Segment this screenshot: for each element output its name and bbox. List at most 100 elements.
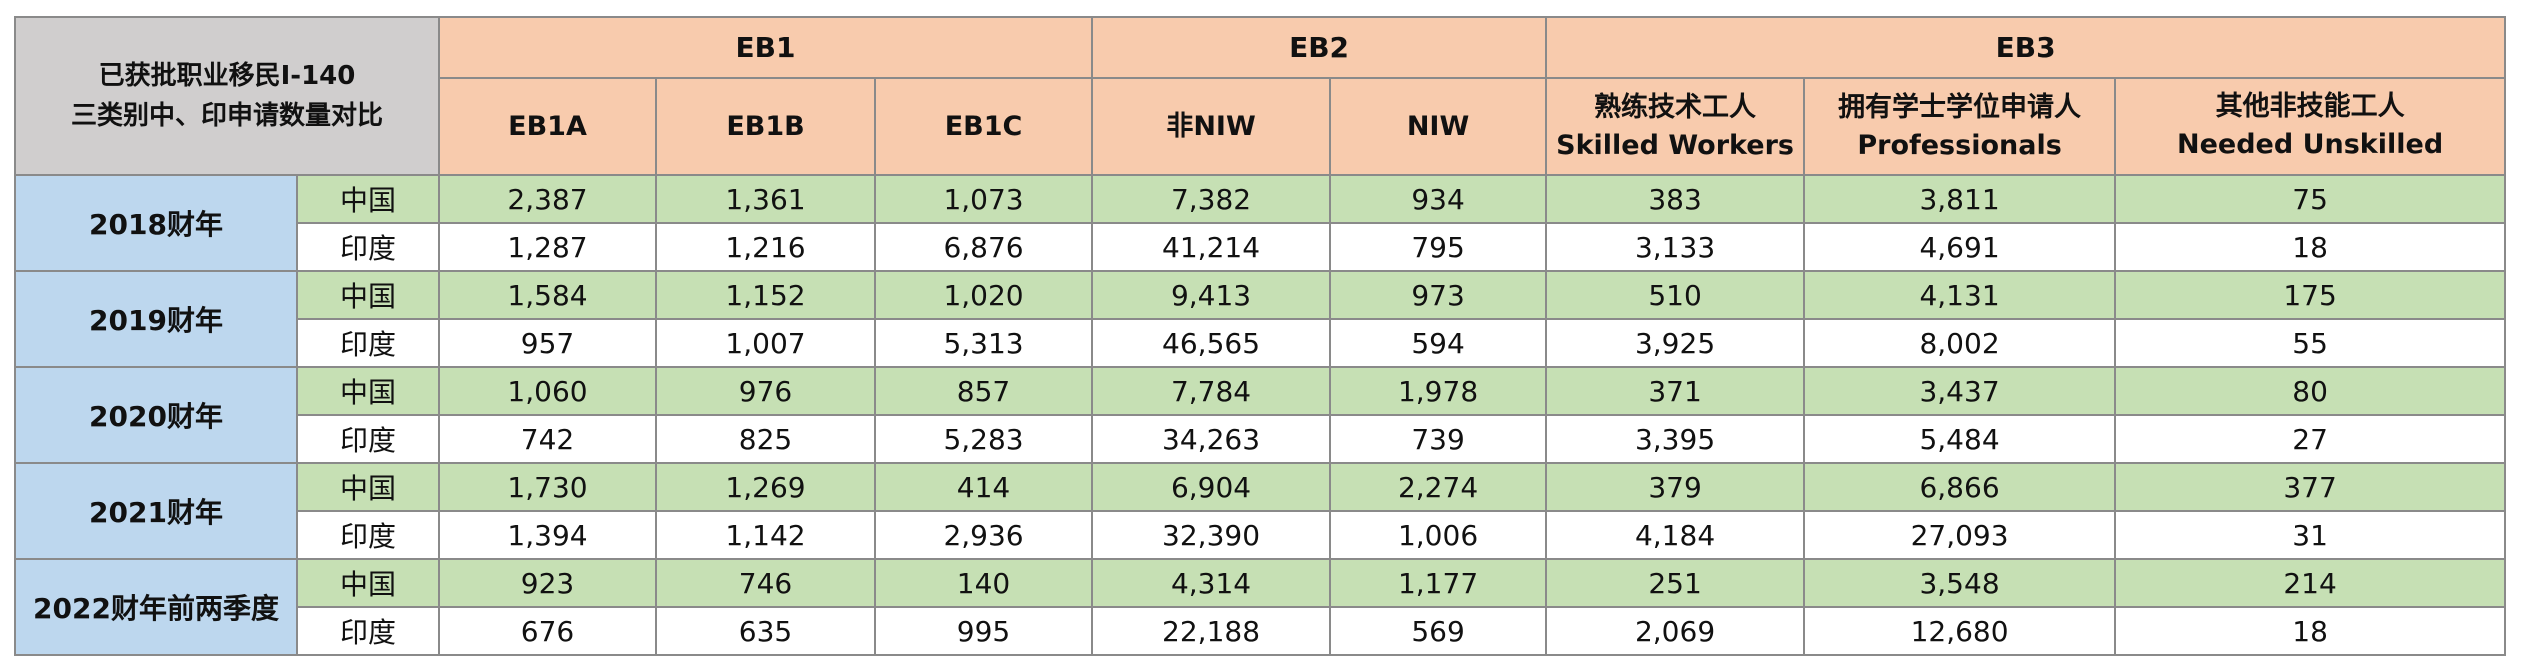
year-label: 2022财年前两季度: [14, 558, 298, 656]
value-cell: 27: [2114, 414, 2507, 464]
value-cell: 5,283: [874, 414, 1094, 464]
year-label: 2020财年: [14, 366, 298, 464]
value-cell: 510: [1545, 270, 1806, 320]
value-cell: 2,069: [1545, 606, 1806, 656]
value-cell: 569: [1329, 606, 1548, 656]
value-cell: 3,437: [1803, 366, 2117, 416]
value-cell: 22,188: [1091, 606, 1332, 656]
value-cell: 934: [1329, 174, 1548, 224]
data-row: 2021财年 中国 1,730 1,269 414 6,904 2,274 379 6,866 3…: [14, 462, 2507, 560]
value-cell: 635: [655, 606, 877, 656]
column-header-text: 其他非技能工人 Needed Unskilled Workers: [2176, 90, 2444, 160]
value-cell: 825: [655, 414, 877, 464]
value-cell: 1,006: [1329, 510, 1548, 560]
value-cell: 371: [1545, 366, 1806, 416]
value-cell: 923: [438, 558, 658, 608]
value-cell: 1,177: [1329, 558, 1548, 608]
value-cell: 214: [2114, 558, 2507, 608]
value-cell: 140: [874, 558, 1094, 608]
value-cell: 4,131: [1803, 270, 2117, 320]
value-cell: 32,390: [1091, 510, 1332, 560]
corner-title: 已获批职业移民I-140 三类别中、印申请数量对比: [13, 16, 441, 176]
column-header: EB1C: [874, 77, 1094, 176]
year-label: 2018财年: [14, 174, 298, 272]
column-header: 拥有学士学位申请人 Professionals: [1803, 77, 2117, 176]
value-cell: 1,361: [655, 174, 877, 224]
column-header: EB1B: [655, 77, 877, 176]
value-cell: 739: [1329, 414, 1548, 464]
value-cell: 1,730: [438, 462, 658, 512]
value-cell: 973: [1329, 270, 1548, 320]
value-cell: 957: [438, 318, 658, 368]
data-row: 2020财年 中国 1,060 976 857 7,784 1,978 371 3,437 80: [14, 366, 2507, 464]
column-header: NIW: [1329, 77, 1548, 176]
year-label: 2021财年: [14, 462, 298, 560]
value-cell: 3,133: [1545, 222, 1806, 272]
country: 中国: [295, 174, 441, 224]
value-cell: 4,691: [1803, 222, 2117, 272]
country: 印度: [295, 222, 441, 272]
value-cell: 6,876: [874, 222, 1094, 272]
value-cell: 2,387: [438, 174, 658, 224]
value-cell: 1,007: [655, 318, 877, 368]
comparison-table: 已获批职业移民I-140 三类别中、印申请数量对比 EB1 EB2 EB3 EB1A EB…: [13, 16, 2507, 656]
value-cell: 2,936: [874, 510, 1094, 560]
column-header-text: EB1B: [726, 110, 805, 142]
data-row: 印度 742 825 5,283 34,263 739 3,395 5,484 27: [15, 414, 2507, 464]
column-header-text: EB1A: [508, 110, 587, 142]
value-cell: 75: [2114, 174, 2507, 224]
value-cell: 379: [1545, 462, 1806, 512]
value-cell: 46,565: [1091, 318, 1332, 368]
data-row: 印度 1,287 1,216 6,876 41,214 795 3,133 4,691 18: [15, 222, 2507, 272]
value-cell: 676: [438, 606, 658, 656]
value-cell: 31: [2114, 510, 2507, 560]
value-cell: 4,314: [1091, 558, 1332, 608]
value-cell: 8,002: [1803, 318, 2117, 368]
value-cell: 2,274: [1329, 462, 1548, 512]
data-row: 印度 676 635 995 22,188 569 2,069 12,680 18: [15, 606, 2507, 656]
country: 印度: [295, 510, 441, 560]
column-header-text: EB1C: [944, 110, 1023, 142]
value-cell: 3,548: [1803, 558, 2117, 608]
value-cell: 746: [655, 558, 877, 608]
column-header-text: NIW: [1406, 110, 1470, 142]
value-cell: 1,584: [438, 270, 658, 320]
value-cell: 414: [874, 462, 1094, 512]
data-row: 印度 957 1,007 5,313 46,565 594 3,925 8,002 55: [15, 318, 2507, 368]
column-header-text: 熟练技术工人 Skilled Workers: [1556, 91, 1794, 161]
value-cell: 27,093: [1803, 510, 2117, 560]
value-cell: 18: [2114, 222, 2507, 272]
column-header: EB1A: [438, 77, 658, 176]
country: 印度: [295, 606, 441, 656]
column-header: 非NIW: [1091, 77, 1332, 176]
value-cell: 1,978: [1329, 366, 1548, 416]
value-cell: 1,073: [874, 174, 1094, 224]
value-cell: 594: [1329, 318, 1548, 368]
country: 印度: [295, 414, 441, 464]
value-cell: 6,866: [1803, 462, 2117, 512]
group-header: EB1: [438, 16, 1094, 79]
value-cell: 12,680: [1803, 606, 2117, 656]
value-cell: 3,395: [1545, 414, 1806, 464]
value-cell: 9,413: [1091, 270, 1332, 320]
data-row: 2022财年前两季度 中国 923 746 140 4,314 1,177 251 3,548 2…: [14, 558, 2507, 656]
value-cell: 995: [874, 606, 1094, 656]
value-cell: 7,784: [1091, 366, 1332, 416]
value-cell: 1,287: [438, 222, 658, 272]
data-row: 2019财年 中国 1,584 1,152 1,020 9,413 973 510 4,131 1…: [14, 270, 2507, 368]
value-cell: 5,313: [874, 318, 1094, 368]
column-header-text: 非NIW: [1166, 110, 1256, 142]
group-header: EB3: [1545, 16, 2507, 79]
value-cell: 18: [2114, 606, 2507, 656]
header-row: 已获批职业移民I-140 三类别中、印申请数量对比 EB1 EB2 EB3: [13, 16, 2507, 176]
value-cell: 377: [2114, 462, 2507, 512]
value-cell: 41,214: [1091, 222, 1332, 272]
value-cell: 1,216: [655, 222, 877, 272]
country: 印度: [295, 318, 441, 368]
data-row: 2018财年 中国 2,387 1,361 1,073 7,382 934 383 3,811 7…: [14, 174, 2507, 272]
year-label: 2019财年: [14, 270, 298, 368]
value-cell: 34,263: [1091, 414, 1332, 464]
value-cell: 251: [1545, 558, 1806, 608]
value-cell: 383: [1545, 174, 1806, 224]
